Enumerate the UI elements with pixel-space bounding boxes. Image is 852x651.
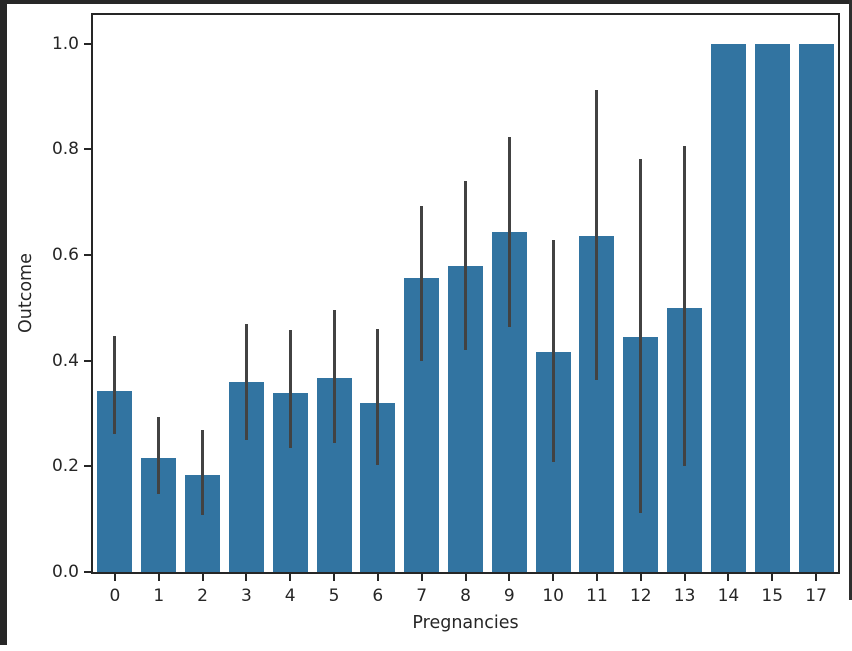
y-tick-label-0.4: 0.4 [51, 350, 79, 371]
x-tick-label-14: 14 [717, 586, 740, 606]
x-axis-label: Pregnancies [412, 613, 519, 633]
errorbar-3 [244, 323, 248, 440]
y-tick-label-0.6: 0.6 [51, 244, 79, 265]
x-tick-label-8: 8 [460, 586, 471, 606]
errorbar-6 [376, 328, 380, 465]
window-border-right [849, 0, 852, 600]
y-tick-label-1.0: 1.0 [51, 33, 79, 54]
errorbar-8 [464, 180, 467, 350]
errorbar-7 [420, 205, 424, 361]
y-tick-mark-0.8 [84, 148, 91, 151]
x-tick-mark-11 [595, 574, 598, 581]
x-tick-label-4: 4 [284, 586, 296, 606]
bar-15 [754, 43, 790, 572]
errorbar-1 [157, 417, 161, 494]
x-tick-label-13: 13 [673, 586, 696, 606]
errorbar-11 [595, 89, 599, 380]
y-tick-mark-0.6 [84, 253, 91, 256]
plot-area: 0 1 2 3 4 5 6 7 8 9 10 11 12 13 14 15 17 0.0 0.2 0.4 0.6 0.8 1… [52, 13, 840, 606]
y-tick-mark-0.2 [84, 465, 91, 468]
x-tick-label-17: 17 [805, 586, 827, 606]
y-tick-mark-0.0 [84, 571, 91, 573]
x-tick-label-15: 15 [761, 586, 784, 606]
errorbar-9 [507, 136, 511, 327]
y-tick-mark-0.4 [84, 359, 91, 362]
bar-14 [710, 43, 746, 572]
errorbar-4 [288, 330, 292, 448]
y-tick-mark-1.0 [84, 42, 91, 45]
y-tick-label-0.2: 0.2 [51, 456, 79, 477]
errorbar-13 [683, 146, 687, 467]
x-tick-mark-6 [376, 574, 379, 581]
x-tick-mark-9 [508, 574, 511, 581]
x-tick-mark-0 [113, 574, 116, 581]
x-tick-label-6: 6 [372, 586, 384, 606]
x-tick-label-9: 9 [503, 586, 515, 606]
errorbar-5 [332, 310, 336, 443]
x-tick-mark-1 [157, 574, 160, 581]
x-tick-mark-3 [245, 574, 248, 581]
window-border-top [0, 0, 852, 4]
x-tick-label-12: 12 [629, 586, 652, 606]
x-tick-mark-17 [815, 574, 818, 581]
x-tick-mark-12 [639, 574, 642, 581]
y-axis-label: Outcome [16, 253, 36, 334]
x-tick-label-1: 1 [153, 586, 165, 606]
x-tick-mark-5 [333, 574, 336, 581]
x-tick-label-5: 5 [328, 586, 340, 606]
y-tick-label-0.0: 0.0 [51, 562, 79, 582]
x-tick-mark-8 [464, 574, 467, 581]
x-tick-mark-2 [201, 574, 204, 581]
x-tick-label-11: 11 [586, 586, 608, 606]
x-tick-mark-10 [552, 574, 555, 581]
x-tick-mark-14 [727, 574, 730, 581]
errorbar-10 [551, 239, 555, 463]
x-tick-label-0: 0 [109, 586, 121, 606]
bar-17 [798, 43, 834, 572]
window-border-left [0, 0, 7, 645]
x-tick-label-3: 3 [240, 586, 252, 606]
x-tick-mark-7 [420, 574, 423, 581]
x-tick-label-2: 2 [197, 586, 208, 606]
y-tick-label-0.8: 0.8 [51, 139, 79, 160]
errorbar-12 [639, 159, 643, 514]
x-tick-mark-13 [683, 574, 686, 581]
x-tick-mark-15 [771, 574, 774, 581]
errorbar-0 [113, 336, 117, 434]
errorbar-2 [201, 430, 205, 516]
x-tick-mark-4 [289, 574, 292, 581]
x-tick-label-7: 7 [416, 586, 428, 606]
x-tick-label-10: 10 [542, 586, 564, 606]
